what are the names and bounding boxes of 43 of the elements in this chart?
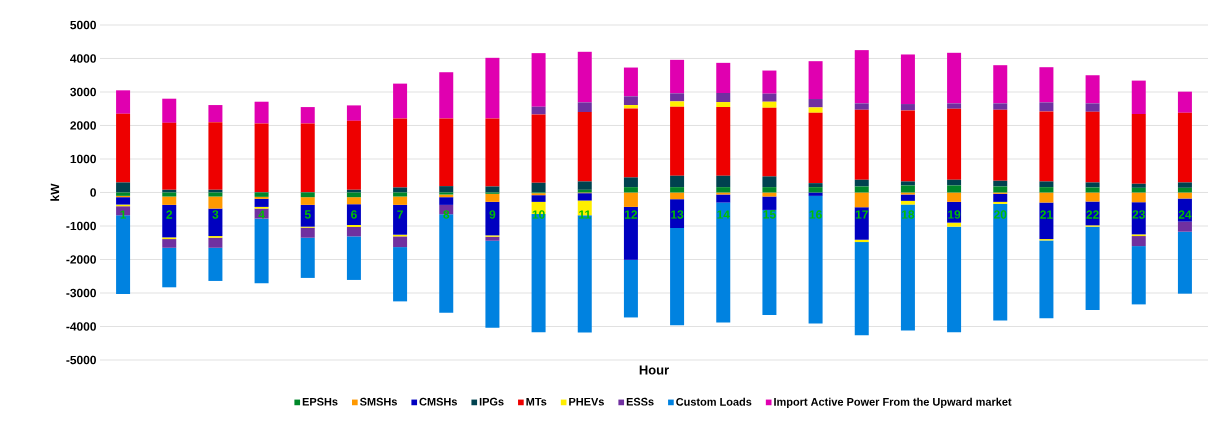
x-tick-label: 24 — [1178, 210, 1192, 219]
x-tick-label: 23 — [1132, 210, 1145, 219]
y-tick-label: 1000 — [70, 154, 96, 164]
y-tick-label: 0 — [90, 188, 96, 197]
x-tick-label: 5 — [304, 210, 311, 219]
legend-label: MTs — [526, 397, 547, 406]
y-axis-title: kW — [50, 183, 60, 201]
x-tick-label: 14 — [717, 210, 730, 219]
legend-label: IPGs — [479, 397, 504, 406]
y-tick-label: -2000 — [66, 255, 96, 264]
x-tick-label: 3 — [212, 210, 219, 219]
y-tick-label: -5000 — [66, 355, 96, 365]
x-tick-label: 15 — [763, 210, 776, 219]
x-tick-label: 8 — [443, 210, 450, 219]
y-tick-label: 4000 — [70, 54, 96, 63]
x-tick-label: 18 — [902, 210, 915, 219]
x-tick-label: 16 — [809, 210, 822, 219]
legend-label: Custom Loads — [676, 397, 752, 406]
legend-label: PHEVs — [569, 397, 604, 406]
x-tick-label: 7 — [397, 210, 403, 219]
y-tick-label: -1000 — [66, 221, 96, 231]
x-tick-label: 19 — [948, 210, 961, 219]
x-tick-label: 22 — [1086, 210, 1099, 219]
x-tick-label: 20 — [994, 210, 1007, 219]
y-tick-label: -4000 — [66, 322, 96, 331]
y-tick-label: -3000 — [66, 288, 96, 298]
legend-label: SMSHs — [359, 397, 397, 406]
x-tick-label: 4 — [258, 210, 265, 219]
x-axis-title: Hour — [639, 365, 669, 375]
y-tick-label: 3000 — [70, 87, 96, 97]
x-tick-label: 13 — [671, 210, 684, 219]
legend-label: Import Active Power From the Upward market — [774, 397, 1012, 408]
legend-label: EPSHs — [302, 397, 338, 406]
legend-label: ESSs — [626, 397, 654, 406]
x-tick-label: 17 — [855, 210, 868, 219]
x-tick-label: 21 — [1040, 210, 1053, 219]
x-tick-label: 2 — [166, 210, 173, 219]
x-tick-label: 6 — [351, 210, 357, 219]
legend-label: CMSHs — [419, 397, 457, 406]
y-tick-label: 2000 — [70, 121, 96, 130]
x-tick-label: 12 — [625, 210, 638, 219]
x-tick-label: 9 — [489, 210, 496, 219]
y-tick-label: 5000 — [70, 20, 96, 30]
